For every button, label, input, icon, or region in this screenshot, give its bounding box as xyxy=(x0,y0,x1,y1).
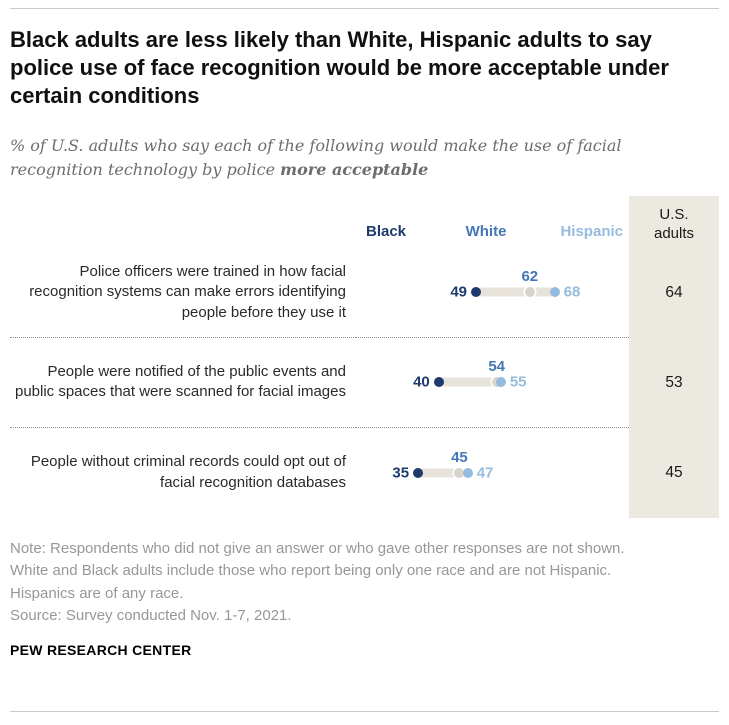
white-value: 62 xyxy=(521,268,539,286)
us-adults-value: 45 xyxy=(629,427,719,518)
note-text: Note: Respondents who did not give an an… xyxy=(10,539,625,602)
header-spacer xyxy=(10,196,356,248)
dot-track xyxy=(418,468,468,478)
row-label: People were notified of the public event… xyxy=(10,338,356,428)
series-header-us-adults: U.S. adults xyxy=(629,195,719,248)
hispanic-dot xyxy=(495,377,506,388)
white-dot xyxy=(454,467,465,478)
white-dot xyxy=(524,287,535,298)
black-value: 40 xyxy=(413,373,430,391)
hispanic-dot xyxy=(549,287,560,298)
hispanic-value: 55 xyxy=(509,373,527,391)
source-text: Source: Survey conducted Nov. 1-7, 2021. xyxy=(10,607,292,625)
bottom-rule xyxy=(10,711,719,712)
dot-track xyxy=(476,287,555,297)
dot-plot-row: 35 45 47 xyxy=(356,428,629,518)
black-value: 35 xyxy=(392,464,410,482)
white-value: 45 xyxy=(451,448,468,466)
pew-research-center-wordmark: PEW RESEARCH CENTER xyxy=(10,641,192,658)
black-value: 49 xyxy=(450,283,467,301)
row-label: Police officers were trained in how faci… xyxy=(10,248,356,338)
chart-subtitle: % of U.S. adults who say each of the fol… xyxy=(10,134,635,180)
black-dot xyxy=(433,377,444,388)
dot-plot-row: 40 54 55 xyxy=(356,338,629,428)
subtitle-bold-text: more acceptable xyxy=(280,159,429,179)
black-dot xyxy=(413,467,424,478)
chart-title: Black adults are less likely than White,… xyxy=(10,27,669,109)
series-header-hispanic: Hispanic xyxy=(560,222,623,240)
hispanic-value: 68 xyxy=(563,283,581,301)
white-value: 54 xyxy=(488,358,506,376)
black-dot xyxy=(471,287,481,298)
subtitle-text: % of U.S. adults who say each of the fol… xyxy=(10,136,622,179)
row-label: People without criminal records could op… xyxy=(30,453,346,491)
top-rule xyxy=(10,8,719,9)
series-headers: Black White Hispanic xyxy=(356,196,629,248)
us-adults-value: 64 xyxy=(629,247,719,338)
series-header-white: White xyxy=(465,222,507,240)
dot-track xyxy=(438,377,501,387)
dot-plot-chart: Black White Hispanic U.S. adults Police … xyxy=(10,195,719,518)
series-header-black: Black xyxy=(366,222,407,240)
us-adults-value: 53 xyxy=(629,337,719,428)
hispanic-value: 47 xyxy=(476,464,494,482)
dot-plot-row: 49 62 68 xyxy=(356,248,629,338)
hispanic-dot xyxy=(462,467,473,478)
